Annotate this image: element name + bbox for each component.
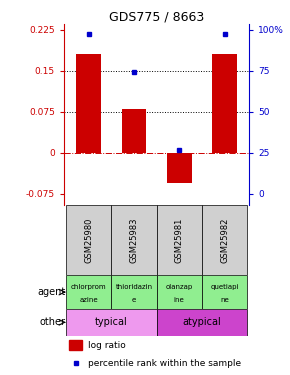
Bar [157,275,202,309]
Text: ne: ne [220,297,229,303]
Text: atypical: atypical [182,317,221,327]
Bar [66,309,157,336]
Bar [157,309,247,336]
Text: ine: ine [174,297,185,303]
Text: other: other [39,317,65,327]
Title: GDS775 / 8663: GDS775 / 8663 [109,10,204,23]
Text: agent: agent [37,287,65,297]
Bar [122,109,146,153]
Text: GSM25982: GSM25982 [220,217,229,262]
Text: e: e [132,297,136,303]
Bar [76,54,101,153]
Text: quetiapi: quetiapi [210,284,239,290]
Text: log ratio: log ratio [88,340,126,350]
Bar [66,205,111,275]
Text: azine: azine [79,297,98,303]
Bar [66,275,111,309]
Text: GSM25980: GSM25980 [84,217,93,262]
Bar [111,275,157,309]
Bar [202,205,247,275]
Text: percentile rank within the sample: percentile rank within the sample [88,359,241,368]
Bar [202,275,247,309]
Bar [111,205,157,275]
Text: olanzap: olanzap [166,284,193,290]
Bar [167,153,192,183]
Text: thioridazin: thioridazin [115,284,153,290]
Bar [212,54,237,153]
Text: GSM25983: GSM25983 [129,217,138,263]
Bar [69,340,82,350]
Text: chlorprom: chlorprom [71,284,106,290]
Text: GSM25981: GSM25981 [175,217,184,262]
Bar [157,205,202,275]
Text: typical: typical [95,317,128,327]
